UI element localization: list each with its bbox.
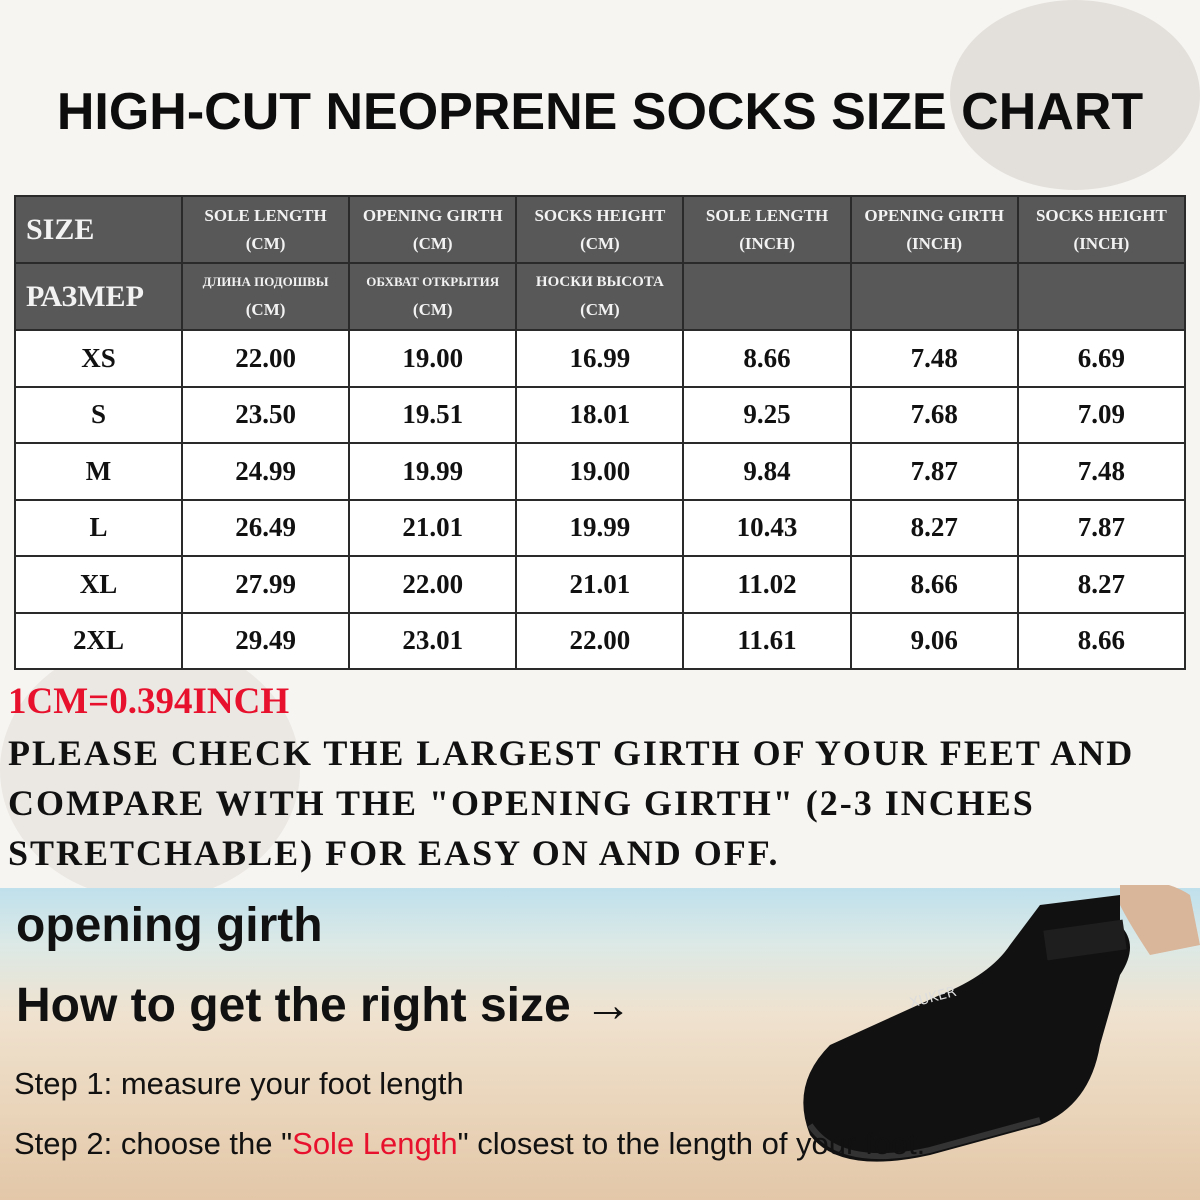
value-cell: 8.66 bbox=[682, 329, 852, 388]
value-cell: 8.27 bbox=[849, 498, 1019, 557]
value-cell: 19.00 bbox=[348, 329, 518, 388]
header-cell: НОСКИ ВЫСОТА (CM) bbox=[515, 262, 685, 331]
opening-girth-label: opening girth bbox=[16, 899, 323, 952]
value-cell: 11.02 bbox=[682, 555, 852, 614]
value-cell: 7.68 bbox=[849, 385, 1019, 444]
value-cell: 7.48 bbox=[849, 329, 1019, 388]
value-cell: 19.99 bbox=[348, 442, 518, 501]
header-cell: SOLE LENGTH (INCH) bbox=[682, 195, 852, 264]
value-cell: 11.61 bbox=[682, 611, 852, 670]
value-cell: 19.51 bbox=[348, 385, 518, 444]
value-cell: 27.99 bbox=[180, 555, 351, 614]
header-cell: ОБХВАТ ОТКРЫТИЯ (CM) bbox=[348, 262, 518, 331]
value-cell: 21.01 bbox=[515, 555, 685, 614]
table-row: S 23.50 19.51 18.01 9.25 7.68 7.09 bbox=[14, 385, 1187, 444]
value-cell: 19.00 bbox=[515, 442, 685, 501]
value-cell: 7.48 bbox=[1016, 442, 1187, 501]
step-2: Step 2: choose the "Sole Length" closest… bbox=[14, 1126, 926, 1161]
value-cell: 24.99 bbox=[180, 442, 351, 501]
table-row: M 24.99 19.99 19.00 9.84 7.87 7.48 bbox=[14, 442, 1187, 501]
value-cell: 29.49 bbox=[180, 611, 351, 670]
header-cell: SOCKS HEIGHT (CM) bbox=[515, 195, 685, 264]
value-cell: 19.99 bbox=[515, 498, 685, 557]
size-table: SIZE SOLE LENGTH (CM) OPENING GIRTH (CM) S… bbox=[14, 195, 1187, 670]
table-row: XL 27.99 22.00 21.01 11.02 8.66 8.27 bbox=[14, 555, 1187, 614]
header-cell-empty bbox=[849, 262, 1019, 331]
header-cell-empty bbox=[682, 262, 852, 331]
value-cell: 16.99 bbox=[515, 329, 685, 388]
value-cell: 7.87 bbox=[849, 442, 1019, 501]
header-cell: ДЛИНА ПОДОШВЫ (CM) bbox=[180, 262, 351, 331]
background-shape bbox=[950, 0, 1200, 190]
value-cell: 9.84 bbox=[682, 442, 852, 501]
size-cell: M bbox=[14, 442, 183, 501]
background-shape bbox=[0, 640, 300, 900]
sole-length-highlight: Sole Length bbox=[292, 1126, 458, 1161]
table-row: 2XL 29.49 23.01 22.00 11.61 9.06 8.66 bbox=[14, 611, 1187, 670]
size-cell: L bbox=[14, 498, 183, 557]
value-cell: 22.00 bbox=[515, 611, 685, 670]
sock-image: XUKER bbox=[803, 885, 1200, 1162]
step-1: Step 1: measure your foot length bbox=[14, 1066, 464, 1101]
page-title: HIGH-CUT NEOPRENE SOCKS SIZE CHART bbox=[56, 83, 1144, 141]
fit-note: PLEASE CHECK THE LARGEST GIRTH OF YOUR F… bbox=[8, 733, 1135, 873]
header-size-ru: РАЗМЕР bbox=[14, 262, 183, 331]
value-cell: 7.87 bbox=[1016, 498, 1187, 557]
value-cell: 8.66 bbox=[849, 555, 1019, 614]
header-cell: SOCKS HEIGHT (INCH) bbox=[1016, 195, 1187, 264]
size-cell: 2XL bbox=[14, 611, 183, 670]
header-cell: OPENING GIRTH (CM) bbox=[348, 195, 518, 264]
header-cell: OPENING GIRTH (INCH) bbox=[849, 195, 1019, 264]
table-row: L 26.49 21.01 19.99 10.43 8.27 7.87 bbox=[14, 498, 1187, 557]
value-cell: 23.01 bbox=[348, 611, 518, 670]
value-cell: 22.00 bbox=[348, 555, 518, 614]
header-cell-empty bbox=[1016, 262, 1187, 331]
value-cell: 26.49 bbox=[180, 498, 351, 557]
size-cell: S bbox=[14, 385, 183, 444]
header-row-ru: РАЗМЕР ДЛИНА ПОДОШВЫ (CM) ОБХВАТ ОТКРЫТИЯ… bbox=[14, 262, 1187, 331]
size-cell: XL bbox=[14, 555, 183, 614]
header-row-en: SIZE SOLE LENGTH (CM) OPENING GIRTH (CM) S… bbox=[14, 195, 1187, 264]
value-cell: 21.01 bbox=[348, 498, 518, 557]
value-cell: 9.06 bbox=[849, 611, 1019, 670]
header-size: SIZE bbox=[14, 195, 183, 264]
value-cell: 8.66 bbox=[1016, 611, 1187, 670]
value-cell: 23.50 bbox=[180, 385, 351, 444]
size-cell: XS bbox=[14, 329, 183, 388]
value-cell: 8.27 bbox=[1016, 555, 1187, 614]
header-cell: SOLE LENGTH (CM) bbox=[180, 195, 351, 264]
value-cell: 10.43 bbox=[682, 498, 852, 557]
how-to-heading: How to get the right size → bbox=[16, 979, 633, 1032]
value-cell: 9.25 bbox=[682, 385, 852, 444]
conversion-note: 1CM=0.394INCH bbox=[8, 681, 290, 722]
table-row: XS 22.00 19.00 16.99 8.66 7.48 6.69 bbox=[14, 329, 1187, 388]
value-cell: 6.69 bbox=[1016, 329, 1187, 388]
value-cell: 22.00 bbox=[180, 329, 351, 388]
value-cell: 7.09 bbox=[1016, 385, 1187, 444]
value-cell: 18.01 bbox=[515, 385, 685, 444]
